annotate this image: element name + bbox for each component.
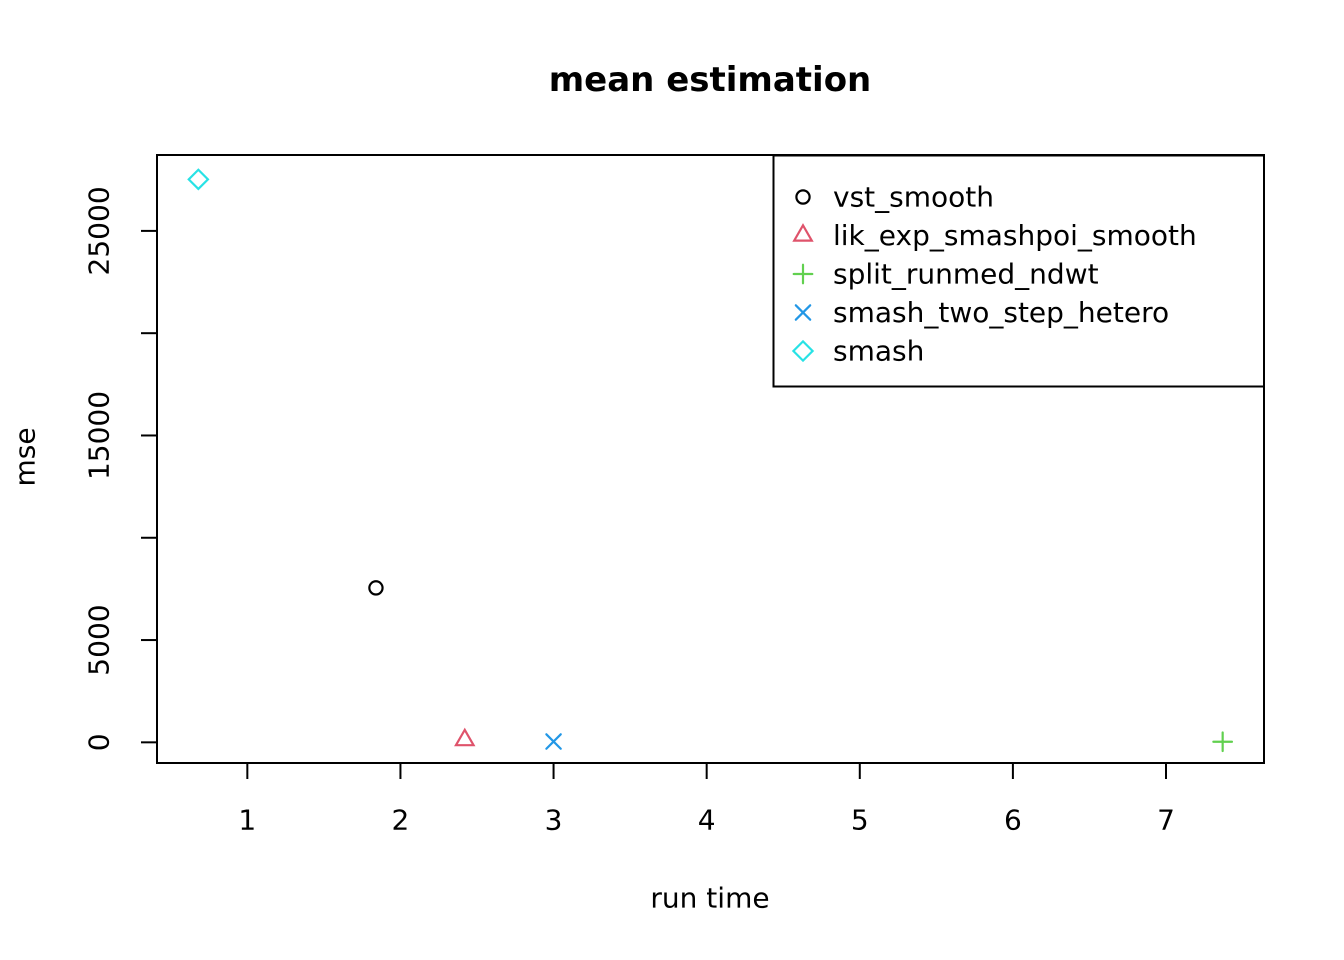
legend-item-label: vst_smooth <box>833 181 994 214</box>
y-axis: 0 5000 15000 25000 <box>83 186 157 751</box>
y-tick-label: 5000 <box>83 604 116 675</box>
plot-border <box>156 154 1265 764</box>
legend-circle-icon <box>795 189 811 205</box>
legend-item-split_runmed_ndwt: split_runmed_ndwt <box>792 258 1099 291</box>
legend-item-label: lik_exp_smashpoi_smooth <box>833 219 1197 252</box>
legend-diamond-icon <box>791 339 815 363</box>
legend-plus-icon <box>792 263 814 285</box>
chart-title: mean estimation <box>549 60 872 100</box>
x-axis-title: run time <box>650 882 769 915</box>
legend-item-label: smash_two_step_hetero <box>833 296 1169 329</box>
legend-triangle-icon <box>792 223 814 242</box>
data-point-smash_two_step_hetero <box>545 733 562 750</box>
x-tick-label: 4 <box>698 804 716 837</box>
data-point-split_runmed_ndwt <box>1212 731 1234 753</box>
legend-item-smash: smash <box>791 335 924 368</box>
legend-item-vst_smooth: vst_smooth <box>795 181 994 214</box>
x-tick-label: 5 <box>851 804 869 837</box>
data-points-layer <box>187 168 1234 753</box>
x-tick-label: 3 <box>545 804 563 837</box>
legend-item-label: smash <box>833 335 924 368</box>
legend-item-smash_two_step_hetero: smash_two_step_hetero <box>794 296 1169 329</box>
legend-item-label: split_runmed_ndwt <box>833 258 1099 291</box>
data-point-smash <box>187 168 210 191</box>
data-point-vst_smooth <box>368 580 384 596</box>
y-tick-label: 0 <box>83 733 116 751</box>
x-tick-label: 7 <box>1157 804 1175 837</box>
legend-item-lik_exp_smashpoi_smooth: lik_exp_smashpoi_smooth <box>792 219 1197 252</box>
x-tick-label: 1 <box>238 804 256 837</box>
y-tick-label: 15000 <box>83 391 116 480</box>
x-tick-label: 2 <box>392 804 410 837</box>
legend: vst_smooth lik_exp_smashpoi_smooth split_r… <box>772 154 1265 388</box>
x-axis: 1 2 3 4 5 6 7 <box>238 763 1175 837</box>
data-point-lik_exp_smashpoi_smooth <box>454 727 476 747</box>
x-tick-label: 6 <box>1004 804 1022 837</box>
y-tick-label: 25000 <box>83 186 116 275</box>
legend-frame <box>772 154 1265 388</box>
legend-x-icon <box>794 304 812 321</box>
y-axis-title: mse <box>9 427 42 486</box>
